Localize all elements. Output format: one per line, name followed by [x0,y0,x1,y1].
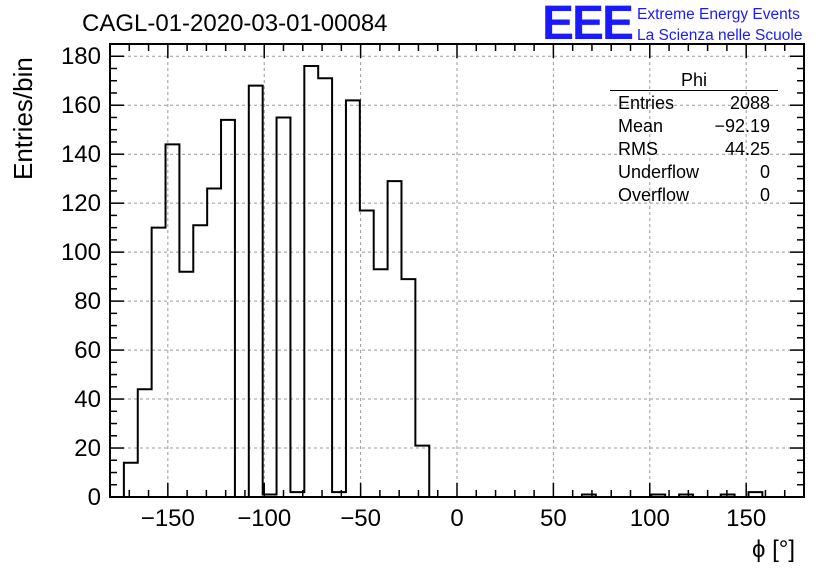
stats-row-overflow: Overflow 0 [610,184,778,207]
chart-title: CAGL-01-2020-03-01-00084 [82,10,388,37]
y-tick-label: 120 [61,190,101,217]
stats-label: Entries [618,93,675,113]
stats-row-entries: Entries 2088 [610,92,778,115]
x-tick-label: 50 [540,505,567,532]
stats-divider [610,90,778,91]
x-tick-label: −50 [340,505,381,532]
x-tick-label: 0 [450,505,463,532]
eee-logo: EEE [542,0,634,50]
y-tick-label: 20 [74,435,101,462]
axis-ticks [110,43,804,498]
x-tick-label: −150 [141,505,195,532]
stats-box: Phi Entries 2088 Mean −92.19 RMS 44.25 U… [610,70,778,207]
y-tick-label: 80 [74,288,101,315]
logo-caption-line1: Extreme Energy Events [637,6,800,23]
y-tick-label: 160 [61,92,101,119]
stats-row-rms: RMS 44.25 [610,138,778,161]
stats-label: Mean [618,116,664,136]
x-tick-label: 150 [726,505,766,532]
y-tick-label: 180 [61,43,101,70]
x-tick-labels: −150 −100 −50 0 50 100 150 [141,505,766,532]
stats-row-underflow: Underflow 0 [610,161,778,184]
x-tick-label: 100 [630,505,670,532]
y-axis-label: Entries/bin [8,57,38,180]
stats-value: −92.19 [714,116,770,136]
stats-value: 0 [759,162,770,182]
stats-value: 0 [759,185,770,205]
histogram-outline [110,65,804,498]
stats-label: Underflow [618,162,700,182]
stats-value: 44.25 [724,139,770,159]
y-tick-label: 100 [61,239,101,266]
x-axis-label: ϕ [°] [752,536,796,563]
grid-lines [110,44,804,497]
y-tick-label: 60 [74,337,101,364]
stats-label: Overflow [618,185,690,205]
logo-caption-line2: La Scienza nelle Scuole [637,27,803,44]
stats-label: RMS [618,139,658,159]
stats-title: Phi [680,70,707,90]
y-tick-label: 140 [61,141,101,168]
stats-value: 2088 [729,93,770,113]
stats-row-mean: Mean −92.19 [610,115,778,138]
y-tick-label: 40 [74,386,101,413]
logo-caption: Extreme Energy Events La Scienza nelle S… [637,4,802,46]
x-tick-label: −100 [237,505,291,532]
y-tick-label: 0 [88,484,101,511]
y-tick-labels: 0 20 40 60 80 100 120 140 160 180 [61,43,101,511]
